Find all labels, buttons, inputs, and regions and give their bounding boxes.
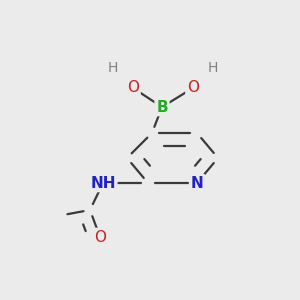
Text: N: N bbox=[190, 176, 203, 190]
Text: O: O bbox=[94, 230, 106, 244]
Text: H: H bbox=[208, 61, 218, 75]
Text: O: O bbox=[187, 80, 199, 95]
Text: B: B bbox=[156, 100, 168, 115]
Text: NH: NH bbox=[90, 176, 116, 190]
Text: H: H bbox=[108, 61, 118, 75]
Text: O: O bbox=[127, 80, 139, 95]
